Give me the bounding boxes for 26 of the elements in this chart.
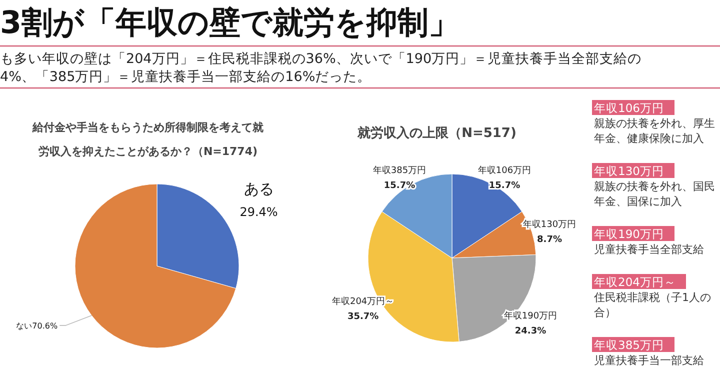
text: 親族の扶養を外れ、国民年金、国保に加入 — [594, 180, 715, 208]
text: 年収385万円 — [594, 338, 664, 352]
text: 3割が「年収の壁で就労を抑制」 — [0, 5, 460, 41]
chart-title: 給付金や手当をもらうため所得制限を考えて就労収入を抑えたことがあるか？（N=1774) — [32, 121, 264, 158]
text: 児童扶養手当全部支給 — [594, 243, 704, 256]
slice-label: 年収190万円 — [504, 310, 558, 322]
text: 親族の扶養を外れ、厚生年金、健康保険に加入 — [594, 117, 715, 145]
text: 4%、「385万円」＝児童扶養手当一部支給の16%だった。 — [0, 69, 372, 85]
slice-label: ない — [16, 321, 32, 330]
chart-title: 就労収入の上限（N=517) — [356, 125, 516, 141]
data-label: 8.7% — [537, 235, 562, 246]
data-label: 70.6% — [32, 321, 58, 330]
data-label: 35.7% — [347, 312, 379, 322]
text: も多い年収の壁は「204万円」＝住民税非課税の36%、次いで「190万円」＝児童扶養手当全部支給の — [0, 51, 642, 67]
pie-slice — [74, 184, 236, 348]
text: 年収204万円～ — [594, 275, 676, 289]
text: 年収190万円 — [594, 227, 664, 241]
data-label: 24.3% — [514, 326, 546, 336]
text: 住民税非課税（子1人の合） — [594, 291, 711, 319]
slice-label: ある — [244, 180, 274, 198]
text: 年収130万円 — [594, 164, 664, 178]
data-label: 29.4% — [240, 205, 278, 220]
slice-label: 年収106万円 — [478, 165, 532, 176]
slice-label: 年収385万円 — [372, 165, 426, 176]
text: 年収106万円 — [594, 101, 664, 115]
text: 児童扶養手当一部支給 — [594, 354, 704, 366]
